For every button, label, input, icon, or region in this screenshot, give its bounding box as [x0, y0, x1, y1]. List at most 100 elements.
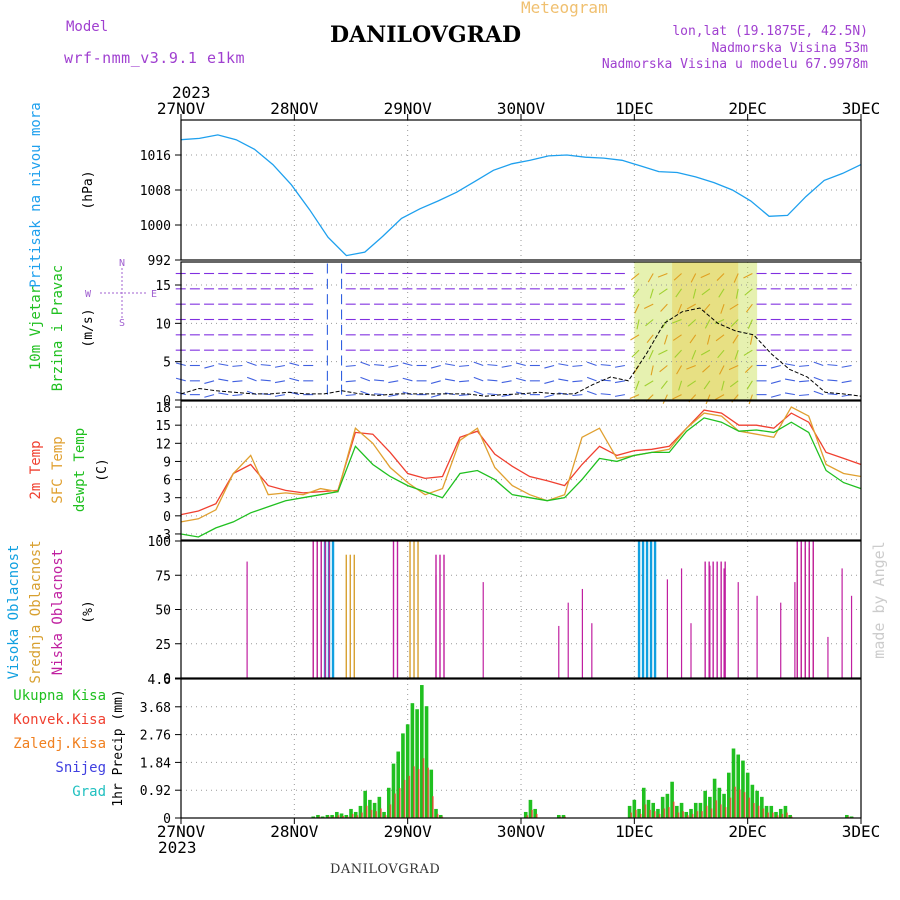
- precip-bar: [316, 814, 320, 818]
- convective-bar: [375, 811, 378, 818]
- convective-bar: [342, 815, 344, 818]
- wind-arrow: [204, 394, 215, 398]
- wind-arrow: [650, 365, 654, 376]
- wind-arrow: [586, 390, 597, 396]
- x-tick-label-top: 3DEC: [842, 99, 881, 118]
- x-tick-label-bottom: 3DEC: [842, 822, 881, 841]
- wind-arrow: [487, 393, 498, 396]
- convective-bar: [701, 811, 703, 818]
- wind-arrow: [672, 334, 682, 341]
- convective-bar: [649, 809, 651, 818]
- convective-bar: [531, 809, 533, 818]
- convective-bar: [757, 805, 760, 818]
- wind-speed-line: [180, 307, 862, 397]
- precip-bar: [755, 790, 759, 818]
- wind-arrow: [345, 364, 356, 367]
- wind-arrow: [289, 362, 300, 367]
- wind-arrow: [673, 273, 682, 281]
- wind-arrow: [600, 393, 611, 396]
- wind-arrow: [827, 364, 838, 367]
- wind-arrow: [614, 364, 625, 368]
- precip-bar: [349, 808, 353, 818]
- precip-bar: [745, 772, 750, 818]
- wind-arrow: [689, 334, 697, 344]
- convective-bar: [682, 811, 684, 818]
- precip-bar: [849, 816, 854, 818]
- wind-arrow: [730, 319, 739, 327]
- x-tick-label-bottom: 27NOV: [157, 822, 206, 841]
- convective-bar: [781, 813, 784, 818]
- wind-arrow: [644, 380, 654, 387]
- wind-arrow: [586, 361, 597, 367]
- wind-arrow: [748, 394, 753, 405]
- wind-arrow: [672, 318, 682, 324]
- wind-arrow: [732, 334, 739, 344]
- precip-bar: [689, 808, 693, 818]
- convective-bar: [413, 766, 415, 818]
- wind-arrow: [444, 378, 455, 382]
- model-name: wrf-nmm_v3.9.1 e1km: [64, 49, 246, 67]
- convective-bar: [729, 797, 732, 818]
- wind-arrow: [360, 361, 371, 367]
- wind-arrow: [632, 288, 640, 298]
- precip-bar: [438, 814, 443, 818]
- wind-arrow: [374, 393, 385, 396]
- precip-bar: [311, 816, 316, 818]
- wind-arrow: [487, 379, 498, 382]
- wind-arrow: [784, 378, 795, 382]
- convective-bar: [564, 816, 566, 818]
- convective-bar: [776, 815, 779, 818]
- model-elevation-text: Nadmorska Visina u modelu 67.9978m: [601, 57, 868, 72]
- wind-axis-label-b: Brzina i Pravac: [50, 265, 66, 391]
- credit-text: made by Angel: [870, 541, 888, 658]
- precip-bar: [533, 808, 537, 818]
- temp-axis-label-a: 2m Temp: [28, 440, 44, 499]
- convective-bar: [663, 808, 666, 818]
- wind-arrow: [714, 318, 725, 325]
- convective-bar: [337, 815, 340, 818]
- y-tick-label: 100: [148, 535, 171, 550]
- precip-bar: [637, 808, 641, 818]
- wind-arrow: [544, 380, 555, 384]
- convective-bar: [436, 813, 439, 818]
- convective-bar: [772, 812, 774, 818]
- wind-arrow: [799, 394, 810, 397]
- precip-bar: [774, 811, 778, 818]
- cloud-axis-label-c: Niska Oblacnost: [50, 549, 66, 675]
- pressure-unit-label: (hPa): [81, 170, 96, 209]
- x-tick-label-top: 28NOV: [270, 99, 319, 118]
- wind-arrow: [677, 303, 683, 314]
- wind-arrow: [718, 288, 725, 298]
- convective-bar: [351, 813, 354, 818]
- wind-arrow: [675, 288, 683, 298]
- convective-bar: [384, 815, 387, 818]
- wind-arrow: [749, 334, 753, 345]
- wind-arrow: [700, 349, 711, 356]
- precip-bar: [783, 805, 788, 818]
- convective-bar: [753, 803, 755, 818]
- convective-bar: [347, 816, 349, 818]
- wind-arrow: [374, 379, 385, 382]
- wind-arrow: [473, 361, 484, 367]
- wind-arrow: [430, 394, 441, 398]
- wind-unit-label: (m/s): [81, 308, 96, 347]
- panel-frame: [180, 400, 862, 541]
- y-tick-label: 0: [163, 812, 171, 827]
- precip-bar: [358, 805, 363, 818]
- convective-bar: [380, 808, 382, 818]
- precip-bar: [717, 787, 722, 818]
- wind-arrow: [558, 363, 569, 367]
- wind-arrow: [402, 362, 413, 367]
- wind-arrow: [544, 394, 555, 398]
- wind-arrow: [735, 288, 739, 299]
- y-tick-label: 0: [163, 510, 171, 525]
- convective-bar: [710, 808, 713, 818]
- wind-arrow: [645, 319, 654, 327]
- convective-bar: [743, 792, 746, 818]
- wind-arrow: [784, 363, 795, 367]
- convective-bar: [691, 813, 694, 818]
- convective-bar: [668, 807, 670, 818]
- wind-arrow: [402, 377, 413, 382]
- convective-bar: [318, 816, 321, 818]
